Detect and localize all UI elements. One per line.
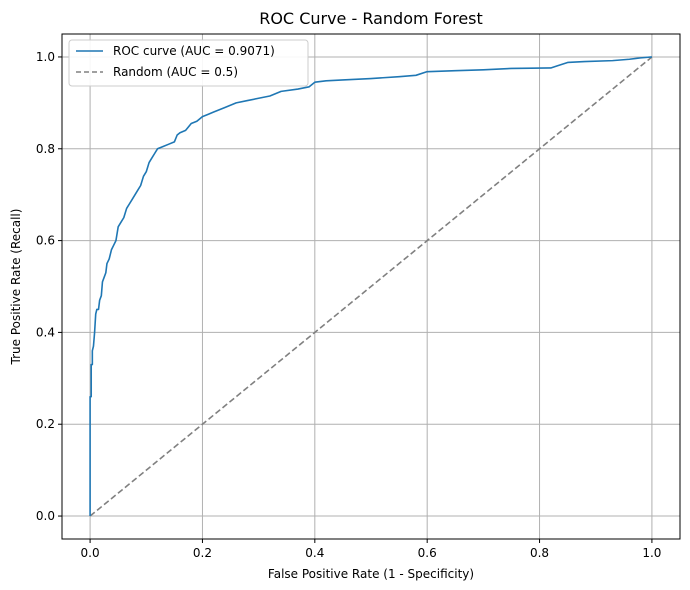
y-tick-label: 0.4: [36, 325, 55, 339]
x-tick-label: 1.0: [642, 546, 661, 560]
legend-box: [68, 39, 309, 87]
x-tick-label: 0.2: [193, 546, 212, 560]
x-tick-label: 0.4: [305, 546, 324, 560]
plot-frame: [61, 33, 681, 540]
x-tick-label: 0.6: [418, 546, 437, 560]
chart-title: ROC Curve - Random Forest: [259, 9, 483, 28]
legend: ROC curve (AUC = 0.9071) Random (AUC = 0…: [68, 39, 309, 87]
x-axis-label: False Positive Rate (1 - Specificity): [268, 567, 474, 581]
legend-entry-random: Random (AUC = 0.5): [113, 65, 238, 79]
y-tick-label: 0.8: [36, 142, 55, 156]
y-axis-ticks: 0.0 0.2 0.4 0.6 0.8 1.0: [36, 50, 62, 523]
y-tick-label: 1.0: [36, 50, 55, 64]
roc-curve-line: [89, 56, 652, 517]
y-tick-label: 0.0: [36, 509, 55, 523]
legend-entry-roc: ROC curve (AUC = 0.9071): [113, 44, 275, 58]
x-tick-label: 0.8: [530, 546, 549, 560]
y-tick-label: 0.2: [36, 417, 55, 431]
x-tick-label: 0.0: [81, 546, 100, 560]
y-tick-label: 0.6: [36, 234, 55, 248]
plot-series: [89, 56, 653, 517]
random-baseline-line: [89, 56, 653, 517]
y-axis-label: True Positive Rate (Recall): [9, 209, 23, 366]
x-axis-ticks: 0.0 0.2 0.4 0.6 0.8 1.0: [81, 539, 661, 560]
